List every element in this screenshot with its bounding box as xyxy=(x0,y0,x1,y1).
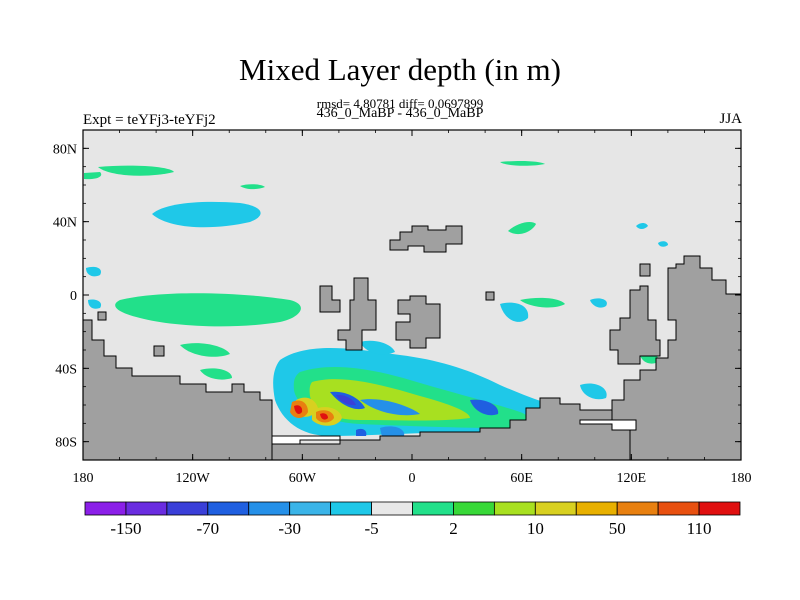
lon-label: 180 xyxy=(731,471,752,486)
anomaly-patch xyxy=(520,297,565,308)
lat-label: 80S xyxy=(55,436,77,451)
anomaly-patch xyxy=(508,222,536,235)
latitude-axis: 80N 40N 0 40S 80S xyxy=(53,129,741,461)
anomaly-patch xyxy=(590,298,607,308)
lat-label: 40S xyxy=(55,362,77,377)
anomaly-patch xyxy=(200,368,232,380)
lon-label: 60E xyxy=(510,471,533,486)
anomaly-patch xyxy=(180,343,230,357)
lon-label: 60W xyxy=(289,471,317,486)
colorbar xyxy=(84,501,741,516)
colorbar-swatch xyxy=(125,501,168,516)
colorbar-swatch xyxy=(371,501,413,516)
rmsd-label: rmsd= 4.80781 diff= 0.0697899 xyxy=(316,96,484,111)
anomaly-patch xyxy=(294,405,303,414)
anomaly-patch xyxy=(309,379,470,421)
anomaly-patch xyxy=(356,428,367,436)
colorbar-swatch xyxy=(330,501,372,516)
colorbar-swatch xyxy=(166,501,209,516)
anomaly-patch xyxy=(86,266,101,277)
land-mass xyxy=(395,295,441,349)
colorbar-label: 10 xyxy=(527,519,544,538)
land-masses xyxy=(83,225,741,460)
colorbar-swatch xyxy=(575,501,618,516)
land-mass xyxy=(271,397,631,460)
lat-label: 40N xyxy=(53,216,77,231)
anomaly-patch xyxy=(88,299,102,309)
season-label: JJA xyxy=(719,111,742,127)
lon-label: 180 xyxy=(73,471,94,486)
anomaly-patch xyxy=(658,241,668,247)
colorbar-label: 50 xyxy=(609,519,626,538)
anomaly-patch xyxy=(500,160,545,166)
anomaly-patch xyxy=(98,165,174,176)
lon-label: 120W xyxy=(176,471,211,486)
colorbar-labels: -150 -70 -30 -5 2 10 50 110 xyxy=(110,519,711,538)
land-mass xyxy=(389,225,463,253)
anomaly-patch xyxy=(152,201,261,228)
lon-label: 0 xyxy=(409,471,416,486)
colorbar-label: 2 xyxy=(449,519,458,538)
land-mass xyxy=(609,285,661,365)
anomaly-patch xyxy=(636,223,648,229)
ice-shelves xyxy=(271,419,637,445)
colorbar-label: -30 xyxy=(278,519,301,538)
map-subtitle: 436_0_MaBP - 436_0_MaBP xyxy=(316,106,484,121)
map-title: Mixed Layer depth (in m) xyxy=(239,52,561,87)
ice-shelf xyxy=(271,435,341,445)
ice-shelf xyxy=(579,419,637,431)
anomaly-patch xyxy=(500,302,529,322)
lat-label: 80N xyxy=(53,142,77,157)
land-mass xyxy=(639,263,651,277)
colorbar-swatch xyxy=(207,501,250,516)
lon-label: 120E xyxy=(617,471,647,486)
colorbar-swatch xyxy=(534,501,577,516)
colorbar-swatch xyxy=(493,501,536,516)
anomaly-patch xyxy=(360,340,395,355)
anomaly-patch xyxy=(470,399,499,416)
anomaly-patch xyxy=(580,383,607,400)
anomaly-patch xyxy=(336,394,356,406)
colorbar-swatch xyxy=(84,501,127,516)
land-mass xyxy=(337,277,377,351)
land-mass xyxy=(97,311,107,321)
colorbar-swatch xyxy=(412,501,454,516)
longitude-axis: 180 120W 60W 0 60E 120E 180 xyxy=(73,130,752,486)
anomaly-patch xyxy=(84,172,102,180)
land-mass xyxy=(153,345,165,357)
colorbar-label: -70 xyxy=(196,519,219,538)
colorbar-swatch xyxy=(248,501,291,516)
anomaly-patch xyxy=(360,399,420,416)
anomaly-patch xyxy=(320,413,328,420)
anomaly-patch xyxy=(380,426,405,437)
colorbar-swatch xyxy=(289,501,332,516)
colorbar-swatch xyxy=(657,501,700,516)
experiment-label: Expt = teYFj3-teYFj2 xyxy=(83,112,216,128)
anomaly-patch xyxy=(240,184,265,190)
colorbar-swatch xyxy=(616,501,659,516)
map-panel xyxy=(83,130,741,460)
land-mass xyxy=(485,291,495,301)
anomaly-patch xyxy=(115,293,301,327)
colorbar-swatch xyxy=(453,501,495,516)
colorbar-label: -5 xyxy=(364,519,378,538)
colorbar-label: -150 xyxy=(110,519,141,538)
lat-label: 0 xyxy=(70,289,77,304)
colorbar-swatch xyxy=(698,501,741,516)
land-mass xyxy=(319,285,341,313)
colorbar-label: 110 xyxy=(687,519,712,538)
